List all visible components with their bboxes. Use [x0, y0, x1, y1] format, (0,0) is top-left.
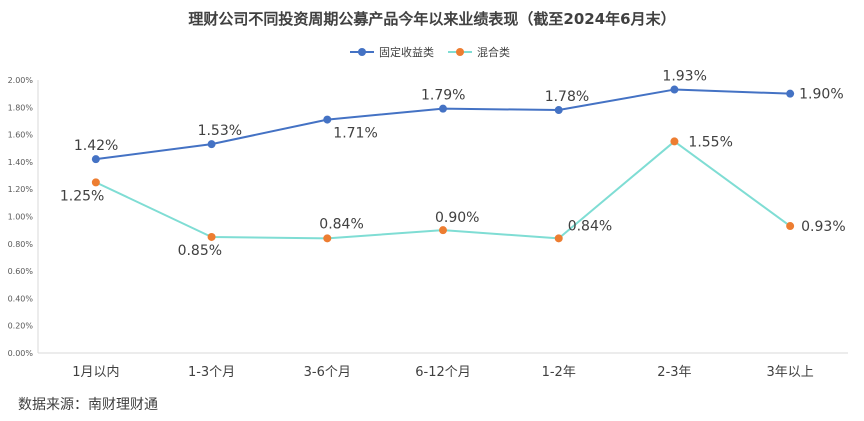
y-tick-label: 1.40%: [8, 158, 34, 167]
data-point: [670, 137, 679, 146]
data-point: [207, 140, 216, 149]
data-point: [323, 234, 332, 243]
y-tick-label: 1.60%: [8, 131, 34, 140]
data-point: [554, 106, 563, 115]
legend-label: 固定收益类: [379, 45, 434, 59]
data-label: 0.90%: [435, 210, 479, 226]
data-label: 1.71%: [333, 126, 377, 142]
x-tick-label: 3年以上: [767, 365, 814, 380]
x-tick-label: 1-2年: [542, 365, 576, 380]
y-tick-label: 1.20%: [8, 185, 34, 194]
data-label: 1.25%: [60, 188, 104, 204]
data-label: 1.55%: [688, 134, 732, 150]
source-note: 数据来源：南财理财通: [18, 397, 158, 413]
data-label: 0.84%: [319, 216, 363, 232]
y-tick-label: 0.40%: [8, 294, 34, 303]
data-label: 1.53%: [198, 123, 242, 139]
data-point: [786, 89, 795, 98]
data-point: [323, 115, 332, 124]
y-tick-label: 1.80%: [8, 103, 34, 112]
data-label: 0.84%: [568, 218, 612, 234]
chart-title: 理财公司不同投资周期公募产品今年以来业绩表现（截至2024年6月末）: [188, 10, 676, 28]
x-tick-label: 2-3年: [657, 365, 691, 380]
x-tick-label: 3-6个月: [304, 365, 351, 380]
data-label: 1.78%: [545, 89, 589, 105]
y-tick-label: 0.80%: [8, 240, 34, 249]
x-tick-label: 1-3个月: [188, 365, 235, 380]
data-point: [91, 178, 100, 187]
x-tick-label: 6-12个月: [415, 365, 471, 380]
data-point: [439, 226, 447, 235]
data-label: 1.90%: [799, 87, 843, 103]
y-tick-label: 0.00%: [8, 349, 34, 358]
y-tick-label: 2.00%: [8, 76, 34, 85]
y-tick-label: 0.60%: [8, 267, 34, 276]
data-label: 1.93%: [662, 69, 706, 85]
legend-marker: [358, 48, 366, 56]
data-point: [786, 222, 795, 231]
data-label: 0.85%: [178, 243, 222, 259]
y-tick-label: 1.00%: [8, 213, 34, 222]
data-point: [91, 155, 100, 164]
data-label: 1.79%: [421, 88, 465, 104]
data-label: 1.42%: [74, 138, 118, 154]
data-point: [207, 232, 216, 241]
x-tick-label: 1月以内: [72, 364, 119, 380]
y-tick-label: 0.20%: [8, 322, 34, 331]
data-point: [439, 104, 447, 113]
legend-label: 混合类: [477, 45, 510, 59]
data-label: 0.93%: [801, 219, 845, 235]
data-point: [554, 234, 563, 243]
legend-marker: [456, 48, 464, 56]
data-point: [670, 85, 679, 94]
